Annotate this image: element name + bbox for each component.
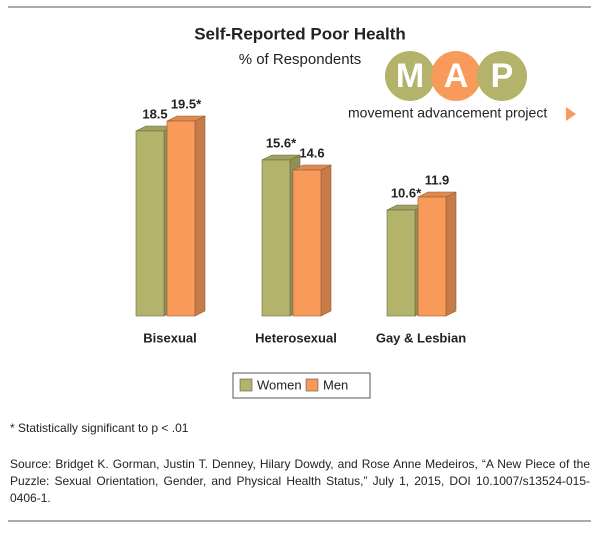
data-label: 14.6 (299, 145, 324, 160)
legend (232, 372, 371, 399)
x-tick-label: Gay & Lesbian (376, 330, 466, 345)
data-label: 10.6* (391, 185, 422, 200)
data-label: 15.6* (266, 135, 297, 150)
logo: M A P movement advancement project (348, 51, 576, 121)
bar (261, 159, 291, 317)
x-tick-label: Heterosexual (255, 330, 337, 345)
source: Source: Bridget K. Gorman, Justin T. Den… (10, 457, 590, 505)
legend-swatch (305, 378, 319, 392)
data-label: 19.5* (171, 96, 202, 111)
chart-title: Self-Reported Poor Health (194, 24, 406, 43)
logo-circle (385, 51, 435, 101)
bar-side (445, 191, 457, 317)
legend-label: Women (257, 377, 302, 392)
x-tick-label: Bisexual (143, 330, 196, 345)
bar (135, 130, 165, 317)
data-label: 18.5 (142, 106, 167, 121)
bar-side (320, 164, 332, 317)
logo-tagline: movement advancement project (348, 105, 547, 121)
footnote: * Statistically significant to p < .01 (10, 421, 189, 435)
bar (417, 196, 447, 317)
bar (292, 169, 322, 317)
legend-label: Men (323, 377, 348, 392)
logo-letter: A (444, 57, 469, 95)
logo-circle (477, 51, 527, 101)
logo-circle (431, 51, 481, 101)
logo-letter: P (491, 57, 514, 95)
chart-subtitle: % of Respondents (239, 51, 362, 68)
logo-arrow (566, 107, 576, 121)
bar-side (194, 115, 206, 317)
bar (386, 209, 416, 317)
bar (166, 120, 196, 317)
logo-letter: M (396, 57, 424, 95)
legend-swatch (239, 378, 253, 392)
data-label: 11.9 (425, 172, 450, 187)
